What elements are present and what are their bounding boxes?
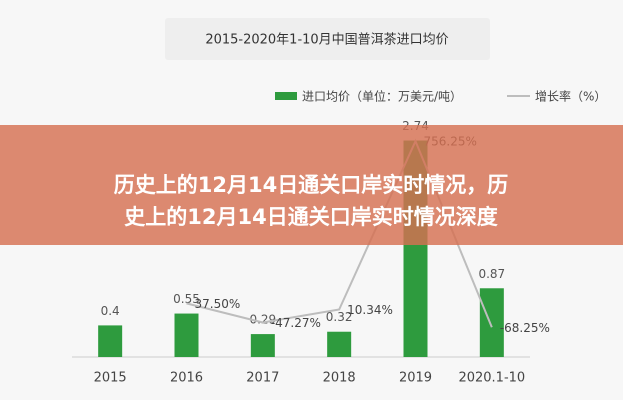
bar-value-label: 0.29 [249,313,276,327]
line-value-label: 37.50% [195,297,241,311]
overlay-title: 史上的12月14日通关口岸实时情况深度 [124,205,497,229]
line-value-label: -47.27% [271,316,321,330]
bar [98,325,123,357]
x-tick-label: 2019 [399,371,432,386]
bar-value-label: 0.32 [326,310,353,324]
x-tick-label: 2020.1-10 [458,371,525,386]
bar-value-label: 0.87 [478,267,505,281]
bar [479,288,504,357]
bar [327,331,352,357]
legend-label: 增长率（%） [535,89,606,104]
line-value-label: -68.25% [500,321,550,335]
bar-value-label: 0.4 [101,304,120,318]
x-tick-label: 2016 [170,371,203,386]
legend-swatch [275,92,297,100]
bar [250,334,275,357]
bar [174,313,199,357]
x-tick-label: 2015 [94,371,127,386]
overlay-title: 历史上的12月14日通关口岸实时情况，历 [114,173,508,197]
chart-title: 2015-2020年1-10月中国普洱茶进口均价 [205,32,448,48]
line-value-label: 10.34% [347,303,393,317]
overlay-banner [0,125,623,245]
x-tick-label: 2018 [323,371,356,386]
x-tick-label: 2017 [246,371,279,386]
title-box [165,18,490,60]
bar-value-label: 0.55 [173,292,200,306]
legend-label: 进口均价（单位：万美元/吨） [302,89,462,104]
